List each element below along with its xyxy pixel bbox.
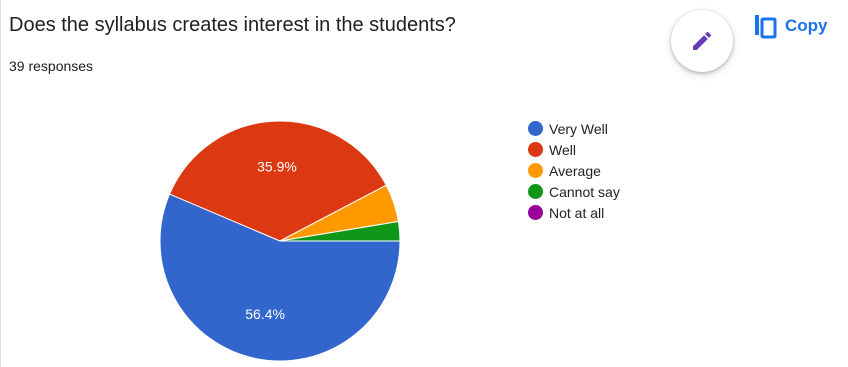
legend-label: Not at all [549, 204, 605, 221]
copy-button[interactable]: Copy [753, 8, 828, 44]
slice-label: 56.4% [245, 306, 285, 322]
chart-legend: Very Well Well Average Cannot say Not at all [528, 118, 620, 223]
response-count: 39 responses [9, 58, 94, 74]
edit-button[interactable] [671, 10, 733, 72]
legend-item[interactable]: Well [528, 139, 620, 160]
legend-swatch [528, 121, 543, 136]
legend-item[interactable]: Cannot say [528, 181, 620, 202]
legend-swatch [528, 184, 543, 199]
legend-label: Very Well [549, 120, 608, 137]
question-title: Does the syllabus creates interest in th… [9, 14, 456, 36]
copy-icon [755, 15, 777, 39]
pie-slice-cannot-say[interactable] [279, 220, 401, 242]
legend-item[interactable]: Average [528, 160, 620, 181]
slice-label: 35.9% [257, 159, 297, 175]
legend-label: Cannot say [549, 183, 620, 200]
pencil-icon [693, 31, 712, 50]
legend-swatch [528, 163, 543, 178]
copy-label: Copy [785, 16, 828, 35]
legend-swatch [528, 142, 543, 157]
legend-label: Average [549, 162, 601, 179]
pie-chart: 56.4% 35.9% [159, 120, 401, 362]
legend-label: Well [549, 141, 576, 158]
pie-slice-very-well[interactable] [159, 193, 401, 362]
legend-swatch [528, 205, 543, 220]
legend-item[interactable]: Very Well [528, 118, 620, 139]
pie-slice-well[interactable] [168, 120, 387, 242]
legend-item[interactable]: Not at all [528, 202, 620, 223]
